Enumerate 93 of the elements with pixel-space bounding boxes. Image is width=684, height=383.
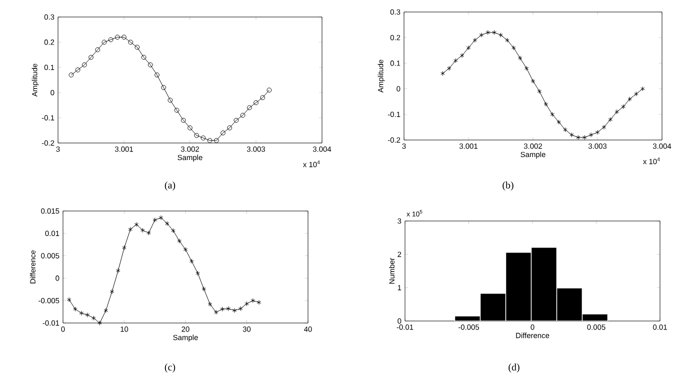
point: [82, 62, 87, 68]
point: [171, 228, 176, 234]
point: [254, 100, 258, 106]
point: [232, 308, 237, 313]
point: [621, 104, 626, 110]
point: [104, 308, 108, 313]
point: [140, 228, 145, 233]
point: [188, 125, 192, 130]
point: [189, 258, 194, 264]
point: [79, 310, 84, 316]
point: [161, 85, 166, 90]
point: [102, 40, 107, 45]
point: [220, 130, 226, 136]
point: [168, 98, 173, 103]
point: [460, 53, 464, 58]
point: [180, 118, 186, 123]
point: [95, 47, 100, 52]
point: [576, 134, 580, 140]
point: [208, 302, 212, 307]
point: [158, 215, 164, 220]
point: [114, 34, 120, 40]
point: [122, 34, 126, 40]
point: [238, 306, 243, 312]
point: [240, 112, 246, 118]
point: [122, 245, 126, 250]
point: [91, 316, 96, 321]
point: [75, 67, 80, 72]
point: [582, 134, 587, 140]
point: [628, 96, 632, 102]
text: (c): [164, 363, 176, 373]
point: [250, 298, 256, 304]
point: [110, 289, 114, 294]
point: [73, 306, 78, 312]
point: [152, 218, 158, 222]
point: [200, 136, 206, 140]
point: [128, 226, 133, 232]
point: [214, 138, 219, 143]
point: [226, 306, 231, 312]
point: [227, 125, 232, 130]
point: [148, 62, 153, 68]
point: [570, 132, 574, 138]
point: [260, 95, 266, 100]
point: [537, 88, 542, 94]
point: [134, 44, 140, 50]
point: [141, 54, 146, 60]
point: [234, 118, 239, 123]
point: [246, 105, 252, 110]
text: (d): [508, 363, 520, 373]
point: [194, 132, 200, 138]
point: [588, 132, 594, 138]
point: [544, 102, 548, 107]
point: [207, 138, 212, 143]
point: [88, 54, 94, 60]
point: [116, 268, 120, 274]
point: [98, 320, 102, 326]
point: [479, 32, 484, 38]
point: [85, 312, 90, 318]
point: [614, 109, 620, 114]
point: [634, 91, 638, 96]
point: [202, 286, 206, 292]
point: [453, 58, 458, 64]
point: [177, 238, 182, 244]
point: [146, 230, 151, 236]
point: [154, 72, 160, 78]
point: [466, 45, 471, 50]
point: [530, 78, 536, 84]
point: [214, 310, 218, 315]
point: [550, 112, 555, 117]
point: [196, 270, 200, 276]
point: [244, 301, 249, 306]
point: [492, 30, 496, 35]
point: [563, 127, 568, 132]
point: [556, 120, 561, 125]
point: [128, 40, 134, 45]
point: [164, 221, 170, 226]
point: [447, 66, 452, 71]
point: [220, 306, 224, 312]
point: [518, 56, 522, 61]
point: [524, 66, 529, 71]
point: [486, 30, 490, 35]
point: [595, 130, 600, 135]
point: [183, 247, 188, 252]
point: [472, 38, 478, 43]
point: [505, 38, 510, 43]
text: (b): [502, 181, 514, 191]
point: [512, 45, 516, 50]
text: (a): [164, 181, 176, 191]
point: [174, 108, 180, 113]
point: [498, 32, 503, 38]
point: [134, 222, 139, 227]
point: [108, 37, 114, 42]
point: [602, 124, 606, 130]
point: [608, 117, 613, 122]
